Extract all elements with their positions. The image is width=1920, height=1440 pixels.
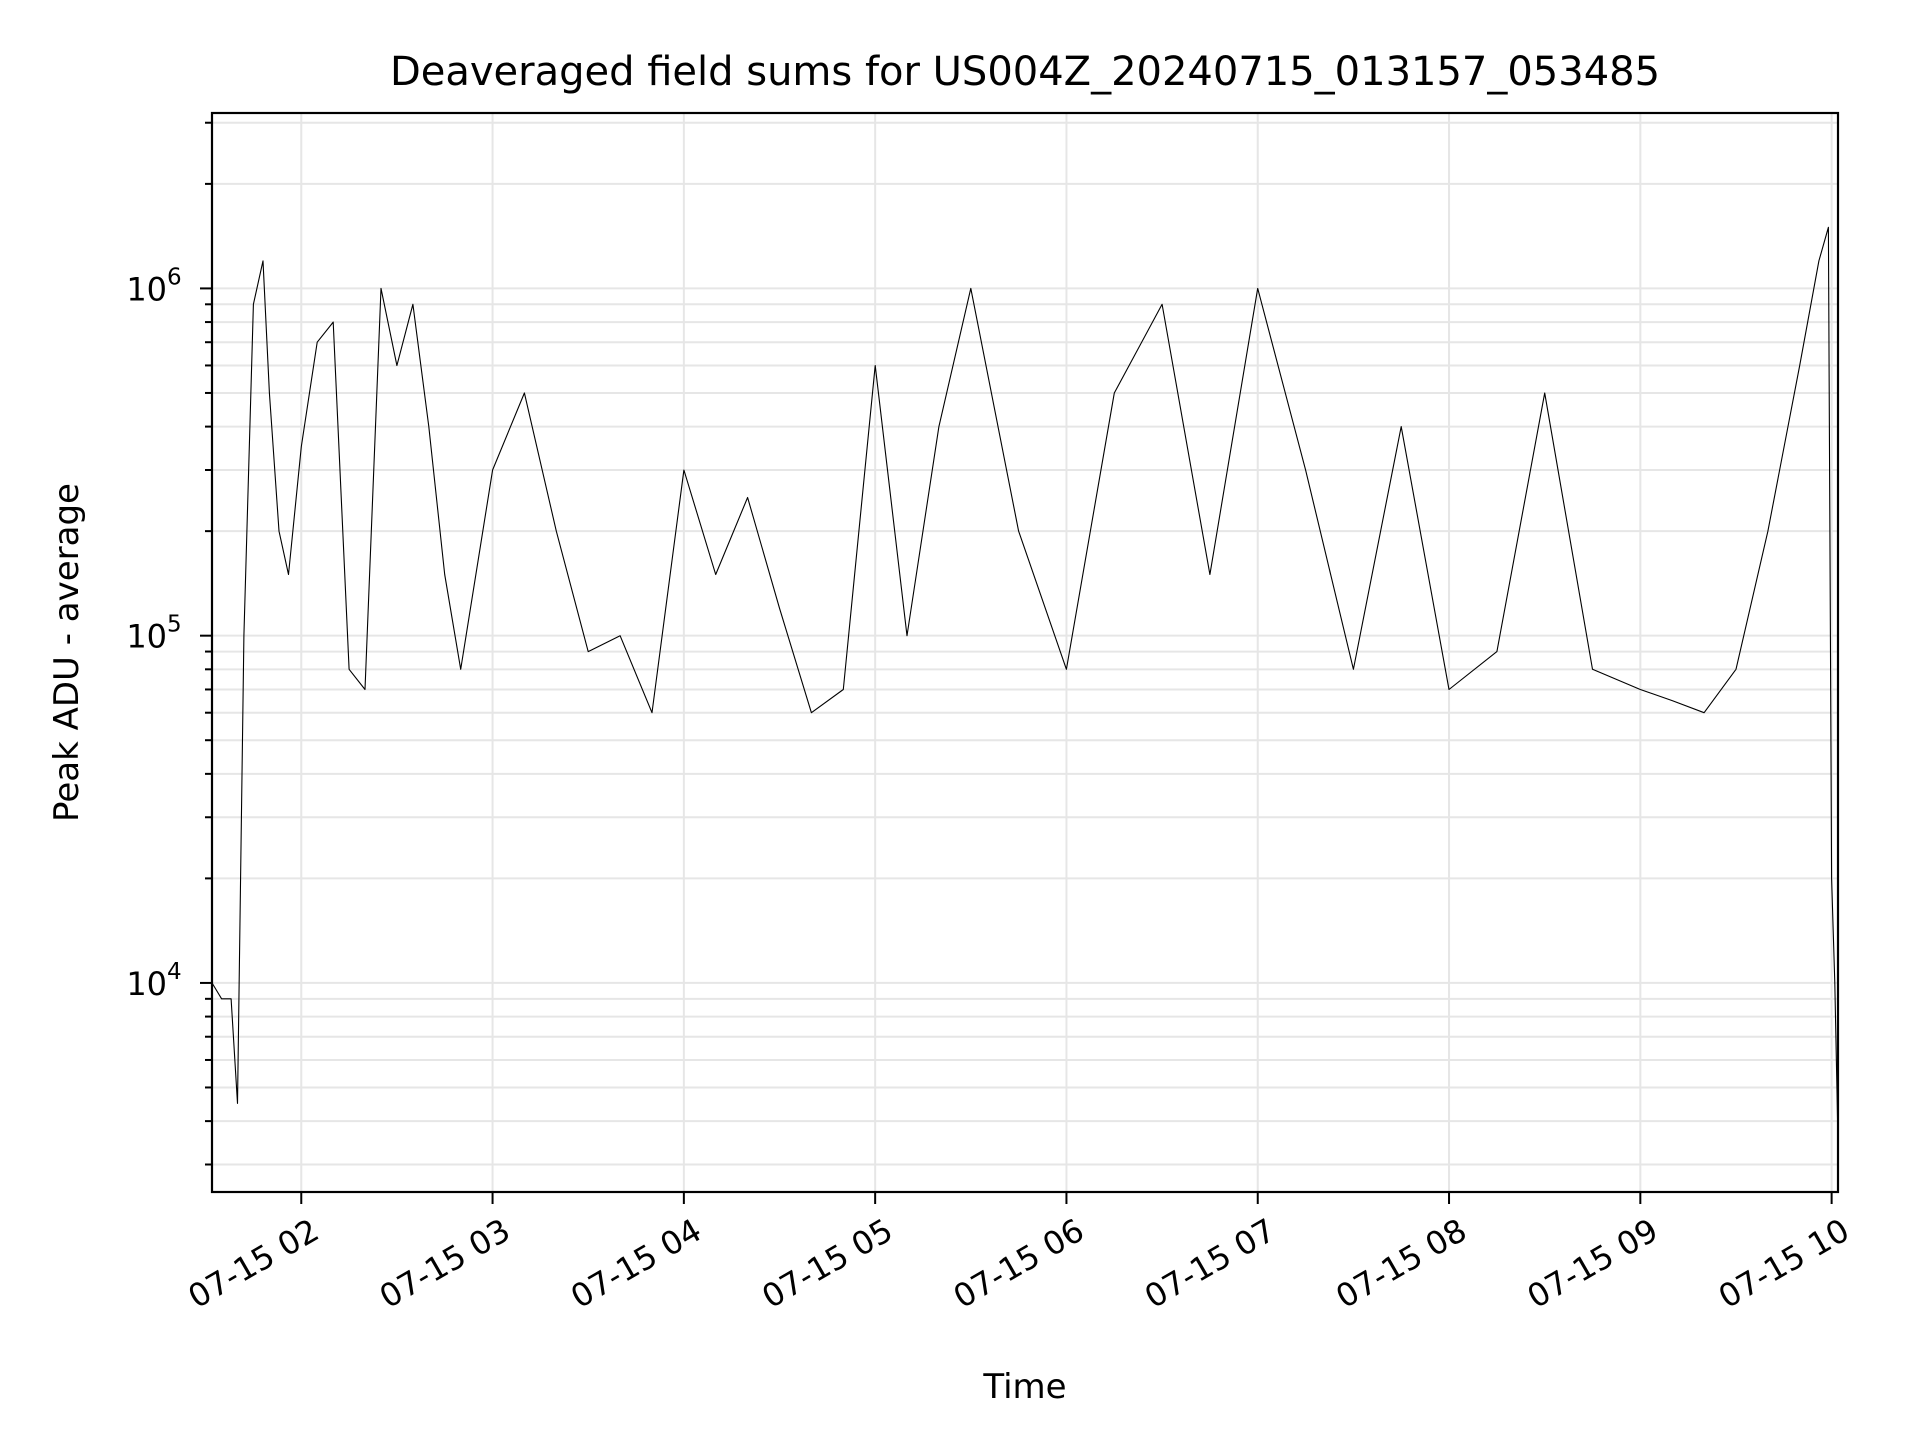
x-tick-label: 07-15 04 (564, 1211, 708, 1316)
y-tick-label: 105 (126, 612, 181, 656)
x-axis-label: Time (982, 1367, 1066, 1407)
x-tick-label: 07-15 07 (1138, 1211, 1282, 1316)
x-tick-label: 07-15 03 (373, 1211, 517, 1316)
y-axis-label: Peak ADU - average (47, 483, 87, 822)
x-tick-label: 07-15 10 (1712, 1211, 1856, 1316)
x-tick-label: 07-15 06 (947, 1211, 1091, 1316)
axes: 104 105 106 07-15 02 07-15 03 07-15 04 07-15 0… (126, 111, 1856, 1316)
series-line (211, 226, 1839, 1142)
x-tick-label: 07-15 08 (1329, 1211, 1473, 1316)
x-tick-label: 07-15 02 (182, 1211, 326, 1316)
chart-title: Deaveraged field sums for US004Z_2024071… (390, 49, 1660, 95)
plot-frame (210, 111, 1840, 1194)
y-tick-label: 104 (126, 959, 181, 1003)
x-tick-label: 07-15 05 (756, 1211, 900, 1316)
plot-area (211, 226, 1839, 1142)
grid (212, 113, 1838, 1192)
y-tick-label: 106 (126, 264, 181, 308)
x-tick-label: 07-15 09 (1521, 1211, 1665, 1316)
